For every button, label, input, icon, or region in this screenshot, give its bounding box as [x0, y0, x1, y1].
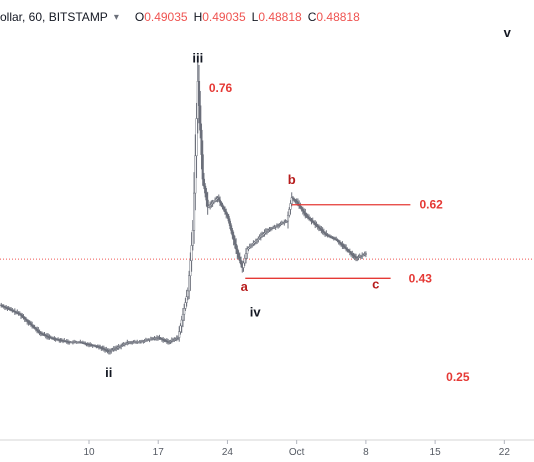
candle-body: [200, 129, 203, 155]
high-value: 0.49035: [202, 10, 246, 24]
candle-body: [204, 185, 207, 194]
candle-body: [239, 260, 243, 265]
candle-body: [236, 248, 239, 254]
level-label: 0.25: [446, 370, 470, 384]
wave-label-iv: iv: [250, 305, 262, 320]
candle-body: [199, 105, 202, 131]
candle-body: [233, 239, 236, 245]
candle-body: [237, 253, 240, 258]
candle-body: [296, 202, 299, 205]
candle-body: [178, 331, 181, 338]
candle-body: [286, 214, 290, 222]
candle-body: [242, 262, 245, 268]
candle-body: [226, 213, 229, 217]
low-key: L: [251, 10, 259, 24]
legend-header: ollar, 60, BITSTAMP ▾ O 0.49035 H 0.49035 …: [0, 9, 360, 25]
close-value: 0.48818: [316, 10, 360, 24]
candle-body: [305, 214, 308, 217]
x-tick-label: 8: [363, 447, 369, 458]
candle-body: [230, 225, 233, 231]
candle-body: [183, 308, 186, 315]
candle-body: [300, 207, 303, 210]
symbol-label[interactable]: ollar, 60, BITSTAMP: [0, 10, 108, 24]
candle-body: [235, 244, 238, 250]
candle-body: [289, 203, 292, 210]
candle-body: [232, 234, 235, 240]
candle-body: [184, 302, 187, 309]
candle-body: [304, 212, 307, 215]
x-tick-label: 15: [430, 447, 442, 458]
candle-body: [303, 210, 306, 214]
close-key: C: [307, 10, 317, 24]
candle-body: [201, 154, 204, 180]
candle-body: [243, 258, 246, 264]
candle-body: [188, 275, 191, 292]
open-value: 0.49035: [144, 10, 188, 24]
level-label: 0.76: [209, 81, 233, 95]
wave-label-iii: iii: [192, 51, 203, 66]
candle-body: [301, 209, 304, 212]
x-tick-label: 22: [499, 447, 511, 458]
level-label: 0.43: [409, 271, 433, 285]
candle-body: [238, 256, 241, 261]
x-tick-label: 24: [222, 447, 234, 458]
wave-label-ii: ii: [105, 365, 112, 380]
candle-body: [223, 209, 227, 212]
wave-label-b: b: [288, 172, 296, 187]
wave-label-a: a: [241, 279, 249, 294]
candle-body: [221, 204, 224, 208]
candle-body: [205, 192, 208, 201]
candle-body: [222, 206, 225, 210]
candle-body: [228, 220, 231, 226]
candle-body: [246, 248, 249, 254]
candle-body: [225, 211, 228, 215]
low-value: 0.48818: [258, 10, 302, 24]
x-tick-label: 17: [153, 447, 165, 458]
wave-label-v: v: [504, 25, 512, 40]
x-tick-label: Oct: [289, 447, 305, 458]
candle-body: [220, 202, 223, 205]
level-label: 0.62: [419, 198, 443, 212]
candle-body: [190, 245, 193, 261]
high-key: H: [193, 10, 203, 24]
candle-body: [189, 260, 192, 277]
open-key: O: [134, 10, 145, 24]
chevron-down-icon[interactable]: ▾: [113, 11, 119, 23]
candle-body: [202, 178, 206, 187]
candle-body: [206, 199, 209, 208]
candle-body: [180, 319, 183, 327]
candle-body: [191, 230, 194, 246]
candle-body: [179, 325, 182, 332]
candle-body: [185, 296, 188, 303]
candle-body: [299, 205, 302, 208]
candle-body: [217, 197, 220, 201]
candle-body: [364, 253, 367, 255]
candle-body: [186, 290, 189, 297]
candle-body: [231, 230, 234, 236]
candle-body: [197, 81, 201, 106]
candle-body: [194, 155, 197, 194]
wave-label-c: c: [372, 277, 379, 292]
candle-body: [227, 216, 230, 222]
candle-body: [218, 199, 222, 203]
candle-body: [244, 253, 248, 259]
candle-body: [181, 313, 184, 321]
candle-body: [195, 118, 198, 157]
x-tick-label: 10: [83, 447, 95, 458]
candle-body: [288, 209, 291, 216]
candle-body: [193, 192, 196, 231]
